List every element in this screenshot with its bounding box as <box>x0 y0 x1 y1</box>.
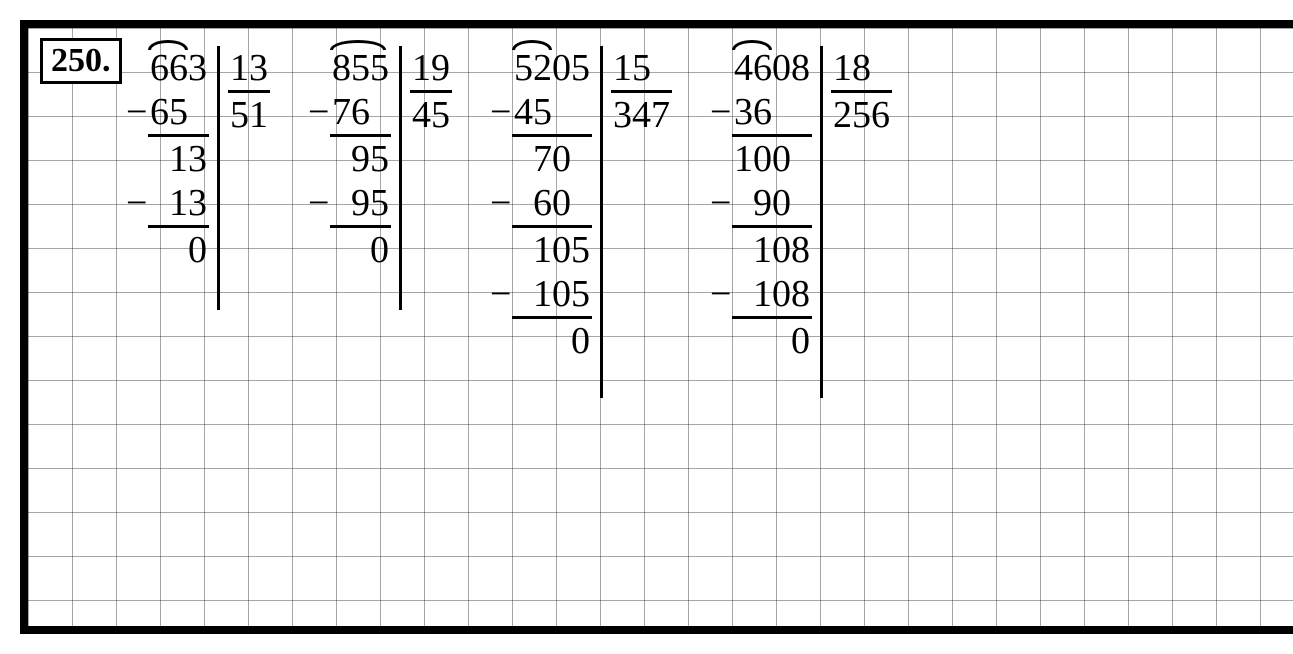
work-step: 108 <box>732 272 812 319</box>
work-step: 45 <box>512 90 592 137</box>
arc-icon <box>512 40 552 50</box>
arc-icon <box>148 40 188 50</box>
division-problem-2: 85576 95 95 01945 <box>330 46 452 310</box>
work-step: 95 <box>330 181 391 228</box>
work-step: 100 <box>732 137 812 181</box>
division-problem-1: 66365 13 13 01351 <box>148 46 270 310</box>
quotient: 347 <box>611 93 672 137</box>
divisor: 15 <box>611 46 672 93</box>
work-step: 90 <box>732 181 812 228</box>
worksheet-page: 250. 66365 13 13 0135185576 95 95 019455… <box>20 20 1293 634</box>
work-step: 70 <box>512 137 592 181</box>
divisor-quotient-column: 1351 <box>217 46 270 310</box>
exercise-number-badge: 250. <box>40 38 122 84</box>
work-column: 520545 70 60 105 105 0 <box>512 46 592 363</box>
divisor: 18 <box>831 46 892 93</box>
division-problem-3: 520545 70 60 105 105 015 347 <box>512 46 672 398</box>
arc-icon <box>330 40 386 50</box>
dividend: 855 <box>330 46 391 90</box>
work-step: 36 <box>732 90 812 137</box>
work-step: 0 <box>148 228 209 272</box>
work-step: 0 <box>732 319 812 363</box>
work-step: 60 <box>512 181 592 228</box>
work-step: 105 <box>512 272 592 319</box>
dividend: 663 <box>148 46 209 90</box>
dividend: 5205 <box>512 46 592 90</box>
work-step: 65 <box>148 90 209 137</box>
work-step: 0 <box>512 319 592 363</box>
work-step: 13 <box>148 181 209 228</box>
quotient: 256 <box>831 93 892 137</box>
problems-container: 66365 13 13 0135185576 95 95 01945520545… <box>148 46 1285 398</box>
quotient: 45 <box>410 93 452 137</box>
work-column: 85576 95 95 0 <box>330 46 391 272</box>
division-problem-4: 460836 100 90 108 108 018 256 <box>732 46 892 398</box>
divisor: 19 <box>410 46 452 93</box>
divisor-quotient-column: 18 256 <box>820 46 892 398</box>
divisor: 13 <box>228 46 270 93</box>
quotient: 51 <box>228 93 270 137</box>
divisor-quotient-column: 1945 <box>399 46 452 310</box>
dividend: 4608 <box>732 46 812 90</box>
exercise-number: 250. <box>51 42 111 79</box>
arc-icon <box>732 40 772 50</box>
work-step: 108 <box>732 228 812 272</box>
work-column: 66365 13 13 0 <box>148 46 209 272</box>
work-step: 13 <box>148 137 209 181</box>
work-column: 460836 100 90 108 108 0 <box>732 46 812 363</box>
work-step: 105 <box>512 228 592 272</box>
work-step: 76 <box>330 90 391 137</box>
divisor-quotient-column: 15 347 <box>600 46 672 398</box>
work-step: 95 <box>330 137 391 181</box>
work-step: 0 <box>330 228 391 272</box>
